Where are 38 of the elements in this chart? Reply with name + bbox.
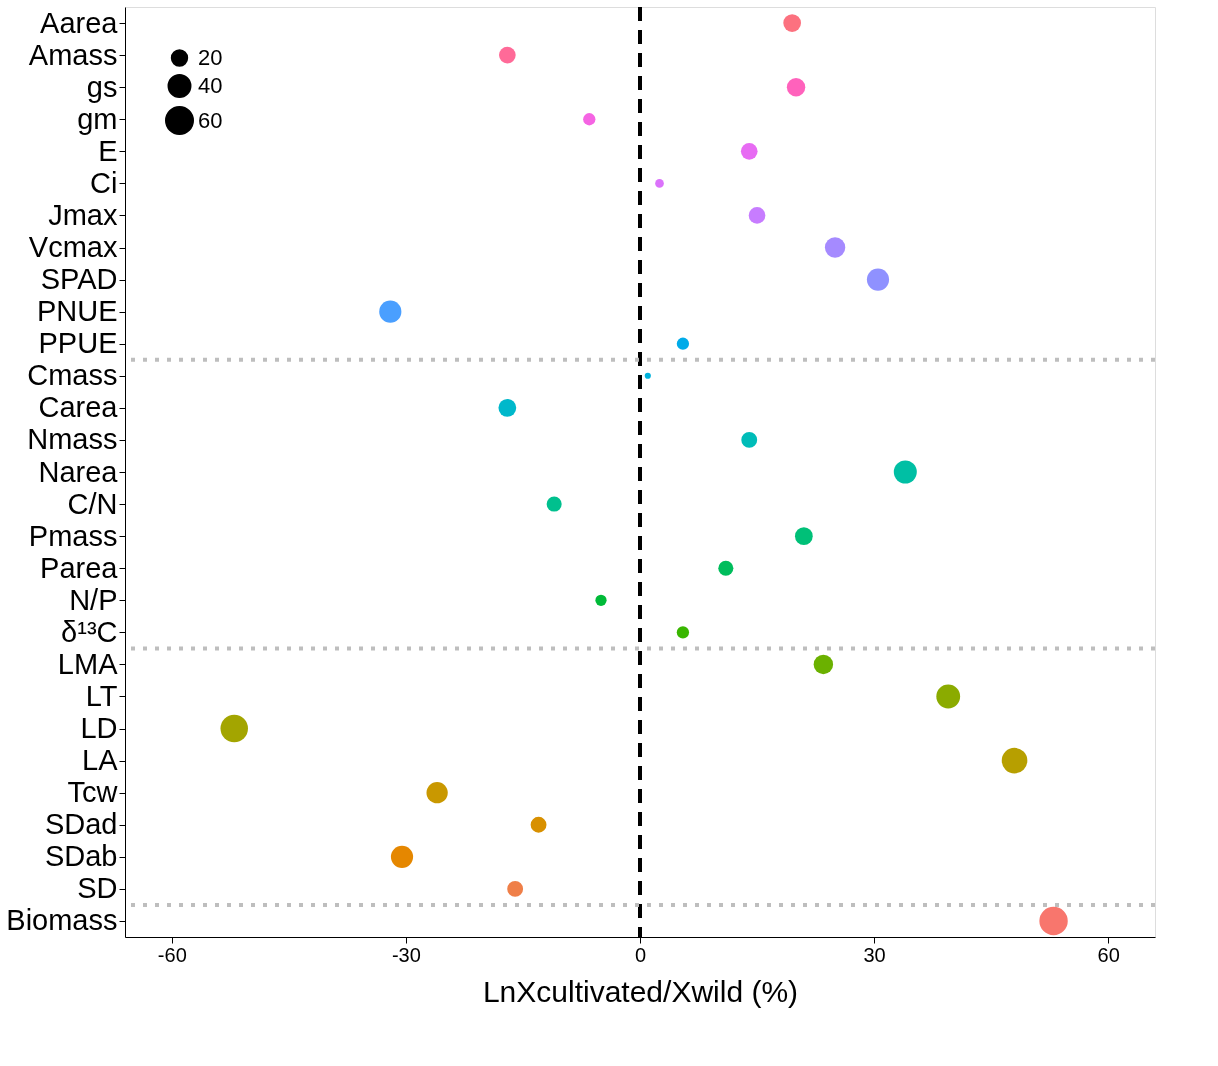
x-tick-label: 60 — [1097, 943, 1120, 966]
y-tick-label: LA — [82, 744, 119, 777]
legend-label: 40 — [198, 73, 223, 98]
legend-label: 60 — [198, 107, 223, 133]
y-tick-label: Parea — [40, 551, 119, 584]
y-tick-label: Cmass — [27, 359, 118, 392]
y-tick-label: E — [98, 134, 118, 167]
y-tick-label: Carea — [38, 391, 119, 424]
y-tick-label: N/P — [69, 583, 118, 616]
y-tick-label: gm — [77, 102, 118, 135]
y-tick-label: LD — [80, 712, 118, 745]
y-tick-label: δ¹³C — [61, 615, 118, 648]
y-tick-label: PPUE — [38, 327, 118, 360]
x-tick-label: 30 — [863, 943, 886, 966]
y-tick-label: LT — [85, 679, 118, 712]
y-tick-label: Narea — [38, 455, 119, 488]
y-tick-label: SPAD — [40, 263, 118, 296]
legend-label: 20 — [198, 45, 223, 70]
y-tick-label: SDab — [44, 840, 118, 873]
x-tick-label: 0 — [634, 943, 647, 966]
y-tick-label: PNUE — [36, 295, 118, 328]
y-tick-label: SD — [77, 872, 118, 905]
x-tick-label: -60 — [157, 943, 187, 966]
y-tick-label: Biomass — [6, 904, 118, 937]
x-axis-title: LnXcultivated/Xwild (%) — [482, 974, 799, 1008]
y-tick-label: Ci — [90, 166, 118, 199]
y-tick-label: gs — [86, 70, 118, 103]
y-tick-label: LMA — [57, 647, 119, 680]
x-tick-label: -30 — [391, 943, 421, 966]
y-tick-label: Jmax — [48, 198, 118, 231]
y-tick-label: Vcmax — [28, 231, 118, 264]
y-tick-label: Aarea — [40, 6, 119, 39]
y-tick-label: C/N — [67, 487, 118, 520]
y-tick-label: Nmass — [27, 423, 118, 456]
y-tick-label: SDad — [44, 808, 118, 841]
y-tick-label: Pmass — [28, 519, 118, 552]
y-tick-label: Tcw — [67, 776, 119, 809]
y-tick-label: Amass — [28, 38, 118, 71]
